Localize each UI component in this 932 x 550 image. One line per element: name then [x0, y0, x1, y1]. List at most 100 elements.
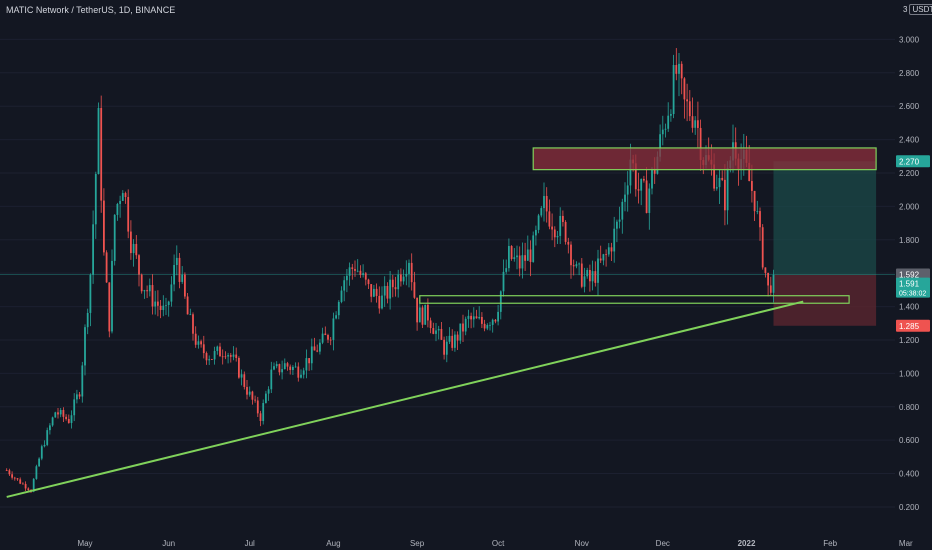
- candle-body: [59, 409, 62, 415]
- candle-body: [551, 226, 553, 230]
- candle-body: [489, 324, 491, 326]
- candle-body: [243, 374, 246, 387]
- y-tick-label: 0.400: [899, 470, 920, 479]
- y-tick-label: 2.000: [899, 202, 920, 211]
- candle-body: [219, 346, 221, 357]
- y-tick-label: 2.400: [899, 136, 920, 145]
- candle-body: [637, 189, 640, 191]
- candle-body: [440, 328, 443, 340]
- countdown-text: 05:38:02: [899, 291, 926, 298]
- candle-body: [610, 247, 613, 252]
- y-tick-label: 2.800: [899, 69, 920, 78]
- candle-body: [761, 227, 764, 268]
- candle-body: [300, 374, 302, 378]
- candle-body: [76, 394, 78, 400]
- candle-body: [667, 115, 670, 129]
- candle-body: [94, 174, 97, 225]
- currency-menu-label: 3: [903, 5, 908, 14]
- candles-group: [5, 48, 775, 494]
- candle-body: [100, 108, 103, 201]
- candle-body: [283, 363, 286, 370]
- candle-body: [594, 271, 597, 283]
- candle-body: [202, 344, 205, 354]
- candle-body: [616, 221, 618, 229]
- candle-body: [224, 356, 227, 358]
- price-badge-target: [896, 155, 930, 168]
- candle-body: [54, 412, 57, 418]
- candle-body: [589, 269, 591, 282]
- candle-body: [89, 274, 92, 313]
- candle-body: [697, 120, 699, 128]
- candle-body: [92, 224, 94, 275]
- candle-body: [572, 265, 575, 267]
- candle-body: [626, 185, 629, 195]
- candle-body: [759, 211, 761, 228]
- candle-body: [259, 413, 262, 421]
- candle-body: [67, 418, 70, 423]
- candle-body: [451, 335, 454, 348]
- candle-body: [386, 285, 389, 299]
- x-tick-label: Oct: [492, 539, 505, 548]
- candle-body: [537, 215, 540, 230]
- candle-body: [427, 304, 429, 321]
- x-tick-label: Jun: [162, 539, 175, 548]
- y-tick-label: 0.800: [899, 403, 920, 412]
- candle-body: [532, 235, 535, 262]
- candle-body: [462, 323, 464, 332]
- price-badge-text: 2.270: [899, 157, 920, 166]
- candle-body: [640, 178, 643, 191]
- candle-body: [510, 246, 513, 259]
- candle-body: [262, 402, 265, 421]
- candle-body: [362, 273, 364, 275]
- candle-body: [292, 366, 294, 371]
- candle-body: [521, 255, 524, 269]
- candle-body: [472, 316, 475, 320]
- candle-body: [464, 318, 467, 332]
- candle-body: [221, 356, 224, 358]
- candle-body: [84, 327, 86, 366]
- candle-body: [613, 228, 616, 252]
- candle-body: [319, 342, 321, 352]
- candle-body: [335, 315, 337, 319]
- candle-body: [486, 325, 489, 329]
- candle-body: [618, 219, 621, 222]
- candle-body: [764, 267, 767, 273]
- candle-body: [235, 354, 238, 358]
- price-badge-grey: [896, 268, 930, 281]
- x-tick-label: Dec: [656, 539, 670, 548]
- candle-body: [24, 483, 27, 489]
- candle-body: [324, 333, 327, 335]
- candle-body: [726, 168, 729, 211]
- x-tick-label: Aug: [326, 539, 340, 548]
- candle-body: [49, 425, 51, 431]
- currency-selector[interactable]: 3 USDT: [903, 4, 932, 15]
- candle-body: [699, 127, 702, 161]
- candle-body: [346, 275, 348, 281]
- x-tick-label: Sep: [410, 539, 425, 548]
- candle-body: [578, 263, 580, 265]
- y-tick-label: 3.000: [899, 35, 920, 44]
- candle-body: [524, 255, 526, 261]
- candle-body: [648, 188, 651, 213]
- candle-body: [553, 229, 556, 238]
- candle-body: [359, 270, 362, 275]
- candle-body: [138, 255, 140, 275]
- candle-body: [216, 346, 219, 351]
- candle-body: [19, 479, 22, 484]
- candle-body: [373, 288, 375, 297]
- candle-body: [302, 370, 305, 375]
- candle-body: [435, 330, 437, 334]
- candle-body: [567, 241, 570, 245]
- candle-body: [116, 203, 119, 215]
- candle-body: [165, 304, 167, 306]
- candle-body: [178, 257, 181, 282]
- candle-body: [688, 101, 691, 117]
- candle-body: [313, 346, 316, 351]
- candle-body: [629, 159, 632, 186]
- current-price-badge: [896, 277, 930, 298]
- candle-body: [86, 312, 89, 328]
- candle-body: [664, 128, 667, 130]
- candle-body: [767, 272, 769, 286]
